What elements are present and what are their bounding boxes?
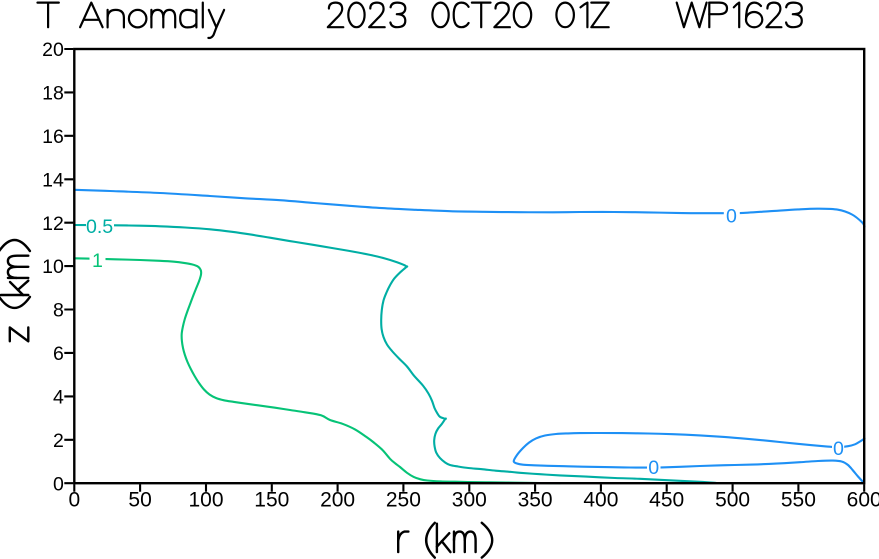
svg-text:250: 250 <box>386 489 421 512</box>
svg-text:14: 14 <box>42 169 64 191</box>
svg-text:0: 0 <box>726 206 737 228</box>
svg-text:8: 8 <box>53 300 64 322</box>
svg-text:200: 200 <box>320 489 355 512</box>
svg-text:4: 4 <box>53 387 64 409</box>
svg-text:2: 2 <box>53 430 64 452</box>
svg-text:18: 18 <box>42 83 64 105</box>
svg-text:12: 12 <box>42 213 64 235</box>
svg-text:0: 0 <box>53 473 64 495</box>
svg-text:16: 16 <box>42 126 64 148</box>
svg-text:400: 400 <box>583 489 618 512</box>
svg-text:0: 0 <box>833 438 844 460</box>
svg-text:450: 450 <box>649 489 684 512</box>
svg-text:550: 550 <box>781 489 816 512</box>
svg-text:600: 600 <box>847 489 879 512</box>
svg-text:50: 50 <box>128 489 151 512</box>
svg-text:300: 300 <box>452 489 487 512</box>
svg-text:0.5: 0.5 <box>86 216 113 238</box>
svg-text:100: 100 <box>188 489 223 512</box>
svg-text:10: 10 <box>42 256 64 278</box>
svg-text:350: 350 <box>518 489 553 512</box>
svg-text:0: 0 <box>648 457 659 479</box>
svg-text:1: 1 <box>92 250 103 272</box>
svg-text:20: 20 <box>42 39 64 61</box>
svg-text:0: 0 <box>68 489 80 512</box>
svg-text:150: 150 <box>254 489 289 512</box>
svg-text:6: 6 <box>53 343 64 365</box>
svg-text:500: 500 <box>715 489 750 512</box>
